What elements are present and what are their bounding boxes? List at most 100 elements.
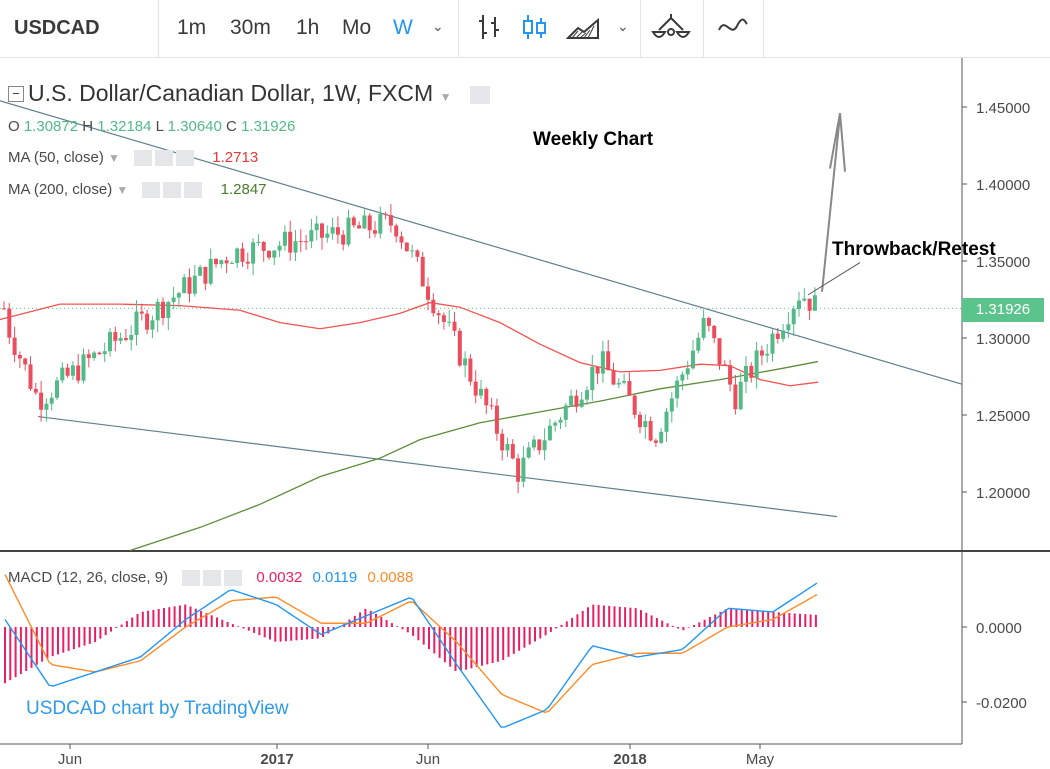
candle-body — [86, 354, 91, 359]
candle-body — [214, 258, 218, 265]
macd-signal-value: 0.0088 — [367, 569, 414, 586]
candle-body — [60, 367, 65, 381]
candle-body — [606, 351, 611, 371]
candle-body — [532, 439, 536, 448]
candle-body — [468, 358, 473, 382]
candle-body — [797, 300, 801, 309]
candle-body — [229, 263, 234, 265]
indicators-icon[interactable] — [651, 12, 691, 44]
bar-chart-icon[interactable] — [476, 12, 502, 42]
candle-body — [473, 381, 478, 396]
candle-body — [691, 350, 695, 369]
candle-body — [166, 301, 171, 319]
candle-body — [113, 332, 118, 341]
candles-icon[interactable] — [521, 12, 549, 42]
candle-body — [97, 352, 102, 355]
ma200-value: 1.2847 — [220, 181, 267, 198]
candle-body — [733, 384, 738, 410]
candle-body — [309, 230, 314, 242]
candle-body — [738, 381, 743, 410]
ma200-legend[interactable]: MA (200, close) ▼ 1.2847 — [8, 181, 267, 199]
candle-body — [23, 358, 28, 365]
candle-body — [55, 380, 59, 398]
candle-body — [28, 364, 33, 389]
ma50-settings-icon[interactable] — [155, 150, 174, 167]
interval-dropdown-icon[interactable]: ⌄ — [432, 18, 444, 34]
high-label: H — [82, 118, 94, 135]
candle-body — [304, 241, 309, 243]
ma50-legend[interactable]: MA (50, close) ▼ 1.2713 — [8, 149, 258, 167]
compare-icon[interactable] — [717, 12, 749, 42]
candle-body — [585, 390, 589, 400]
candle-body — [256, 241, 261, 243]
candle-body — [489, 405, 494, 407]
ma200-visibility-icon[interactable] — [142, 182, 161, 199]
ohlc-legend: O 1.30872 H 1.32184 L 1.30640 C 1.31926 — [8, 118, 295, 135]
candle-body — [775, 333, 780, 339]
candle-body — [203, 266, 208, 284]
interval-1m[interactable]: 1m — [177, 16, 207, 39]
interval-mo[interactable]: Mo — [342, 16, 372, 39]
close-label: C — [226, 118, 237, 135]
candle-body — [653, 440, 658, 443]
candle-body — [675, 380, 680, 399]
area-chart-icon[interactable] — [566, 12, 602, 42]
interval-30m[interactable]: 30m — [230, 16, 271, 39]
candle-body — [70, 365, 75, 376]
candle-body — [176, 293, 181, 298]
macd-tick-label: 0.0000 — [976, 620, 1022, 637]
candle-body — [728, 365, 733, 385]
candle-body — [293, 241, 298, 253]
symbol-search[interactable]: USDCAD — [14, 17, 100, 39]
visibility-icon[interactable] — [469, 85, 490, 104]
candle-body — [744, 365, 748, 382]
price-chart[interactable]: 1.45000 1.40000 1.35000 1.30000 1.25000 1.200… — [0, 58, 1050, 769]
candle-body — [49, 397, 54, 404]
collapse-icon[interactable]: − — [8, 86, 24, 102]
candle-body — [441, 315, 446, 322]
candle-body — [171, 297, 176, 302]
ma200-settings-icon[interactable] — [163, 182, 182, 199]
candle-body — [325, 233, 330, 238]
candle-body — [341, 234, 346, 245]
interval-1h[interactable]: 1h — [296, 16, 320, 39]
ma50-remove-icon[interactable] — [176, 150, 195, 167]
candle-body — [463, 358, 468, 366]
candle-body — [282, 231, 287, 246]
candle-body — [627, 381, 632, 396]
tradingview-credit[interactable]: USDCAD chart by TradingView — [26, 698, 289, 719]
candle-body — [563, 405, 568, 420]
toolbar-divider — [158, 0, 159, 58]
candle-body — [187, 277, 192, 294]
candle-body — [235, 248, 240, 264]
ma200-line — [129, 360, 819, 552]
candle-body — [659, 431, 664, 443]
candle-body — [457, 330, 462, 366]
macd-legend[interactable]: MACD (12, 26, close, 9) 0.0032 0.0119 0.… — [8, 569, 414, 587]
ma200-dropdown-icon[interactable]: ▼ — [116, 183, 129, 197]
candle-body — [452, 321, 457, 331]
candle-body — [39, 392, 44, 410]
candle-body — [436, 313, 441, 316]
open-label: O — [8, 118, 20, 135]
ma50-dropdown-icon[interactable]: ▼ — [108, 151, 120, 165]
title-dropdown-icon[interactable]: ▼ — [439, 90, 452, 104]
candle-body — [65, 367, 70, 376]
toolbar-divider — [703, 0, 704, 58]
candle-body — [410, 250, 415, 252]
lower-trendline — [37, 415, 838, 518]
interval-w[interactable]: W — [393, 16, 413, 39]
candle-body — [701, 317, 706, 338]
candle-body — [81, 354, 86, 381]
macd-settings-icon[interactable] — [203, 570, 222, 587]
candle-body — [579, 399, 584, 407]
macd-remove-icon[interactable] — [224, 570, 243, 587]
candle-body — [521, 457, 526, 482]
macd-visibility-icon[interactable] — [182, 570, 201, 587]
candle-body — [92, 352, 97, 359]
time-tick-label: 2018 — [613, 751, 646, 768]
ma50-visibility-icon[interactable] — [134, 150, 153, 167]
chart-type-dropdown-icon[interactable]: ⌄ — [617, 18, 629, 34]
ma200-remove-icon[interactable] — [184, 182, 203, 199]
candle-body — [500, 433, 505, 451]
